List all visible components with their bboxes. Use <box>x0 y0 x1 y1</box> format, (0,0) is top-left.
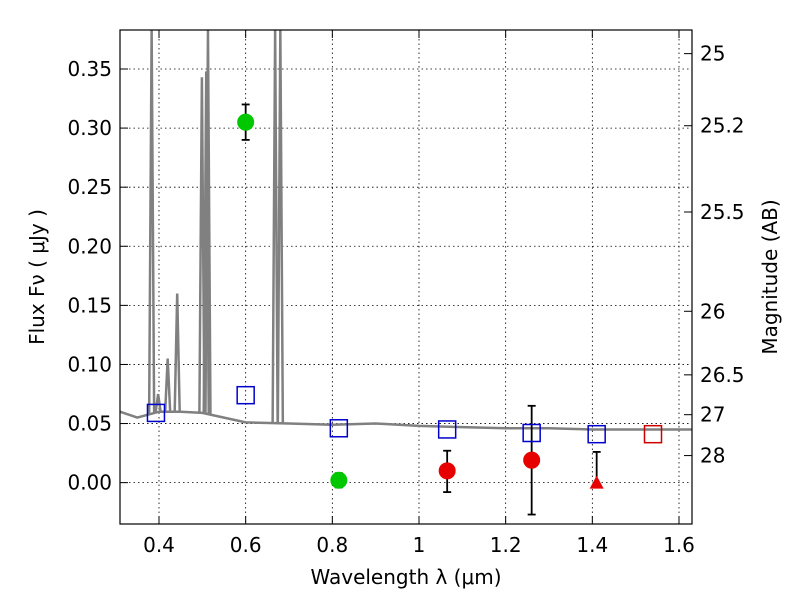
right-tick-label: 26.5 <box>700 363 745 387</box>
y-axis: 0.00 0.05 0.10 0.15 0.20 0.25 0.30 0.35 <box>67 57 128 495</box>
model-box-marker <box>643 424 663 444</box>
data-point <box>330 471 348 489</box>
y-tick-label: 0.10 <box>67 352 112 376</box>
y-tick-label: 0.35 <box>67 57 112 81</box>
right-tick-label: 27 <box>700 403 725 427</box>
upper-limit-marker <box>589 475 604 489</box>
emission-line <box>204 30 212 415</box>
x-tick-label: 1.2 <box>490 533 522 557</box>
y-tick-label: 0.15 <box>67 293 112 317</box>
model-box-marker <box>146 403 166 423</box>
template-spectrum-line <box>120 410 692 431</box>
y-tick-label: 0.00 <box>67 471 112 495</box>
data-point <box>438 462 456 480</box>
x-axis-title: Wavelength λ (μm) <box>310 565 501 589</box>
plot-frame <box>119 29 693 525</box>
model-box-marker <box>236 385 255 405</box>
model-box-marker <box>522 423 541 443</box>
right-tick-label: 26 <box>700 299 725 323</box>
y-tick-label: 0.20 <box>67 234 112 258</box>
right-tick-label: 28 <box>700 444 725 468</box>
data-point <box>237 113 255 131</box>
right-axis: 25 25.2 25.5 26 26.5 27 28 <box>684 42 745 468</box>
x-tick-label: 0.6 <box>230 533 262 557</box>
x-axis: 0.4 0.6 0.8 1 1.2 1.4 1.6 <box>143 30 695 557</box>
emission-line <box>173 293 181 412</box>
right-tick-label: 25.5 <box>700 200 745 224</box>
y-tick-label: 0.25 <box>67 175 112 199</box>
model-box-marker <box>437 420 457 439</box>
model-box-marker <box>329 419 349 438</box>
y-tick-label: 0.05 <box>67 412 112 436</box>
x-tick-label: 0.8 <box>316 533 348 557</box>
y-axis-title: Flux Fν ( μJy ) <box>25 209 49 345</box>
plot-area <box>120 30 692 516</box>
emission-line <box>271 30 279 424</box>
right-tick-label: 25 <box>700 42 725 66</box>
right-axis-title: Magnitude (AB) <box>758 199 782 354</box>
emission-line <box>202 71 210 414</box>
data-point <box>523 451 541 469</box>
emission-line <box>147 30 156 414</box>
grid <box>120 30 692 524</box>
emission-line <box>276 30 285 424</box>
emission-line <box>163 358 172 412</box>
x-tick-label: 1.6 <box>663 533 695 557</box>
x-tick-label: 0.4 <box>143 533 175 557</box>
x-tick-label: 1.4 <box>576 533 608 557</box>
emission-line <box>154 393 162 413</box>
right-tick-label: 25.2 <box>700 114 745 138</box>
y-tick-label: 0.30 <box>67 116 112 140</box>
x-tick-label: 1 <box>413 533 426 557</box>
model-box-marker <box>587 424 606 444</box>
